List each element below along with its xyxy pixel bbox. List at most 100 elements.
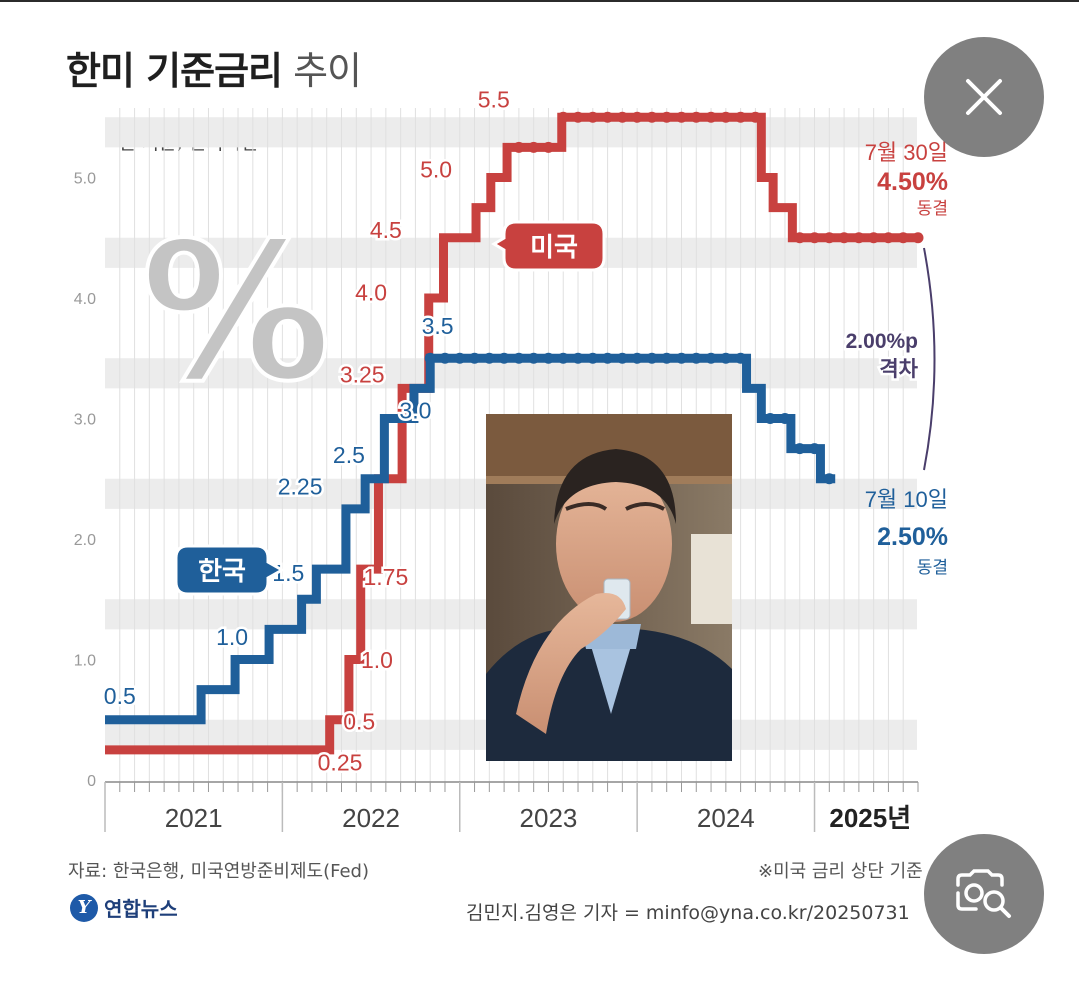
kr-tag-bubble [174, 544, 286, 596]
us-hold-dot [616, 111, 628, 123]
kr-hold-dot [809, 443, 821, 455]
kr-hold-dot [602, 352, 614, 364]
kr-hold-dot [483, 352, 495, 364]
gap-bracket [923, 247, 936, 471]
kr-rate-label: 2.25 [278, 473, 323, 499]
us-hold-dot [735, 111, 747, 123]
us-rate-label: 5.5 [478, 87, 510, 113]
source-text: 자료: 한국은행, 미국연방준비제도(Fed) [68, 861, 369, 882]
y-tick-label: 2.0 [74, 532, 96, 549]
yonhap-logo: Y 연합뉴스 [70, 893, 178, 922]
kr-rate-label: 3.0 [399, 398, 431, 424]
us-hold-dot [690, 111, 702, 123]
us-rate-label: 5.0 [420, 157, 452, 183]
kr-hold-dot [542, 352, 554, 364]
title-main: 한미 기준금리 [66, 49, 283, 93]
us-hold-dot [542, 141, 554, 153]
us-rate-label: 3.25 [340, 361, 385, 387]
y-tick-label: 0 [87, 773, 96, 790]
kr-hold-dot [690, 352, 702, 364]
close-icon [966, 79, 1002, 115]
us-hold-dot [631, 111, 643, 123]
kr-hold-dot [631, 352, 643, 364]
gap-label: 격차 [879, 358, 918, 381]
top-divider [0, 0, 1079, 2]
logo-text: 연합뉴스 [104, 897, 178, 921]
year-label: 2023 [520, 803, 578, 833]
kr-hold-dot [616, 352, 628, 364]
year-label: 2024 [697, 803, 755, 833]
kr-rate-label: 1.0 [216, 624, 248, 650]
us-tag-label: 미국 [530, 233, 578, 263]
us-rate-label: 1.0 [361, 647, 393, 673]
us-hold-dot [912, 232, 924, 244]
kr-hold-dot [528, 352, 540, 364]
kr-rate-label: 3.5 [422, 313, 454, 339]
us-tag-bubble [491, 220, 606, 272]
us-hold-dot [823, 232, 835, 244]
us-hold-dot [557, 111, 569, 123]
image-search-button[interactable] [924, 834, 1044, 954]
us-hold-dot [602, 111, 614, 123]
us-hold-dot [528, 141, 540, 153]
us-hold-dot [749, 111, 761, 123]
us-hold-dot [897, 232, 909, 244]
kr-hold-dot [764, 413, 776, 424]
kr-end-value: 2.50% [877, 523, 948, 551]
us-hold-dot [720, 111, 732, 123]
year-label: 2025년 [829, 803, 911, 833]
kr-end-status: 동결 [917, 558, 948, 577]
photo [486, 414, 732, 761]
kr-rate-label: 0.5 [104, 683, 136, 709]
us-hold-dot [853, 232, 865, 244]
kr-hold-dot [661, 352, 673, 364]
us-rate-label: 1.75 [363, 564, 408, 590]
close-button[interactable] [924, 37, 1044, 157]
kr-hold-dot [675, 352, 687, 364]
y-tick-label: 4.0 [74, 291, 96, 308]
kr-hold-dot [439, 352, 451, 364]
kr-hold-dot [587, 352, 599, 364]
chart-title: 한미 기준금리 추이 [66, 40, 362, 95]
year-label: 2021 [165, 803, 223, 833]
kr-hold-dot [720, 352, 732, 364]
y-tick-label: 3.0 [74, 412, 96, 429]
us-hold-dot [838, 232, 850, 244]
kr-end-date: 7월 10일 [865, 487, 948, 512]
kr-hold-dot [557, 352, 569, 364]
us-end-status: 동결 [917, 199, 948, 218]
y-tick-label: 1.0 [74, 653, 96, 670]
kr-hold-dot [498, 352, 510, 364]
kr-hold-dot [469, 352, 481, 364]
us-hold-dot [868, 232, 880, 244]
kr-hold-dot [513, 352, 525, 364]
us-hold-dot [572, 111, 584, 123]
kr-tag-label: 한국 [198, 557, 246, 587]
us-end-date: 7월 30일 [865, 140, 948, 165]
kr-hold-dot [779, 413, 791, 424]
kr-hold-dot [705, 352, 717, 364]
photo-illustration [486, 414, 732, 761]
footnote: ※미국 금리 상단 기준 [758, 861, 923, 882]
us-hold-dot [809, 232, 821, 244]
credit-text: 김민지.김영은 기자 = minfo@yna.co.kr/20250731 [466, 902, 910, 924]
us-hold-dot [513, 141, 525, 153]
year-label: 2022 [342, 803, 400, 833]
kr-hold-dot [646, 352, 658, 364]
us-rate-label: 0.25 [318, 749, 363, 775]
grid-band [105, 358, 917, 389]
gap-value: 2.00%p [846, 330, 918, 353]
kr-hold-dot [735, 352, 747, 364]
us-hold-dot [675, 111, 687, 123]
us-rate-line [105, 112, 918, 755]
us-hold-dot [882, 232, 894, 244]
kr-hold-dot [794, 443, 806, 455]
us-rate-label: 4.0 [355, 279, 387, 305]
kr-rate-label: 1.5 [272, 560, 304, 586]
us-hold-dot [646, 111, 658, 123]
kr-rate-label: 2.5 [333, 442, 365, 468]
us-rate-label: 4.5 [370, 217, 402, 243]
us-hold-dot [661, 111, 673, 123]
us-rate-label: 0.5 [343, 708, 375, 734]
kr-hold-dot [454, 352, 466, 364]
